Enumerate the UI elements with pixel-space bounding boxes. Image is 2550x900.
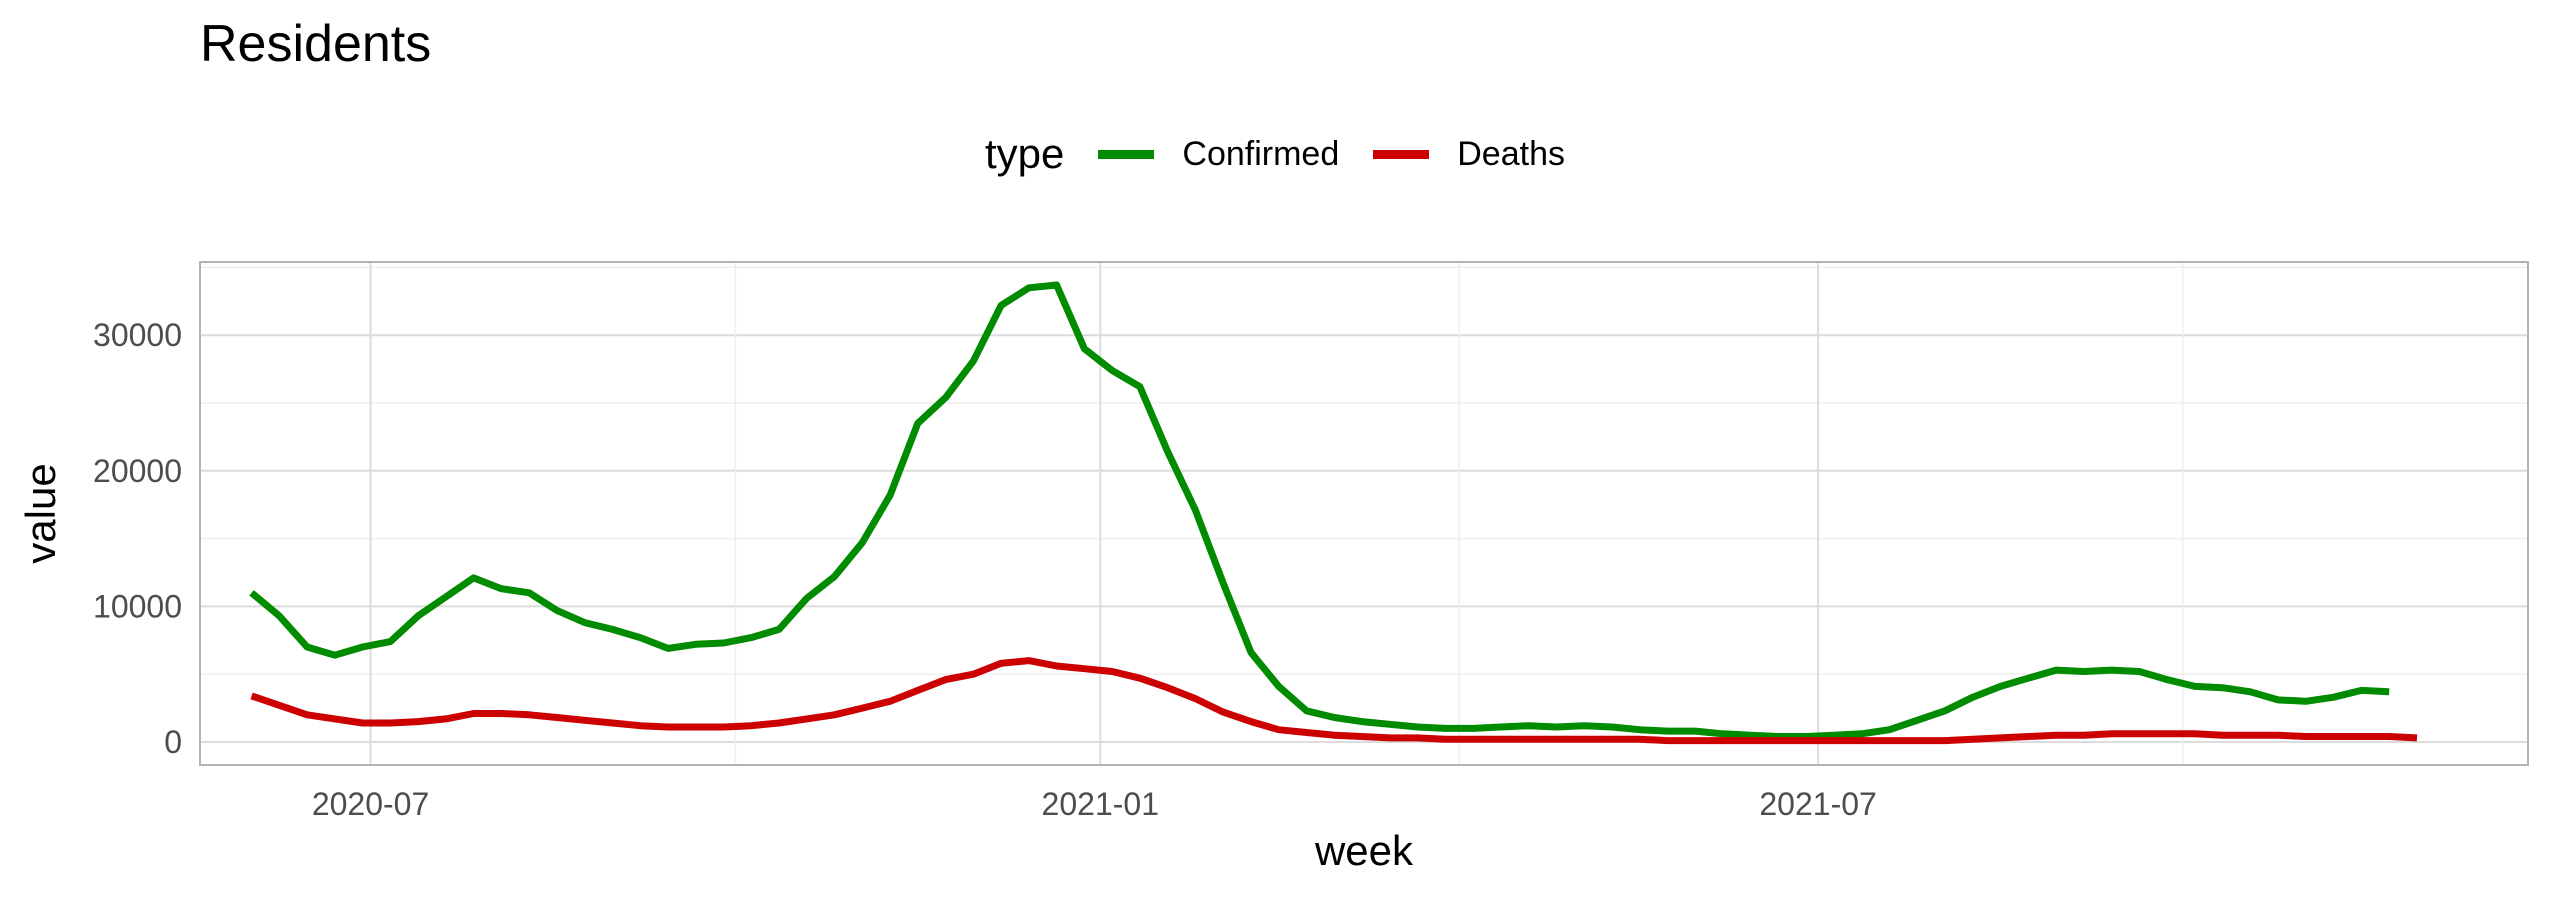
y-tick-label: 30000: [93, 317, 182, 353]
x-tick-label: 2021-07: [1759, 786, 1876, 822]
axis-labels: 0 10000 20000 30000 2020-07 2021-01 2021-07: [93, 317, 1877, 822]
legend-item-confirmed: Confirmed: [1098, 135, 1339, 174]
legend-title: type: [985, 130, 1065, 177]
y-tick-label: 10000: [93, 588, 182, 624]
legend: type Confirmed Deaths: [0, 130, 2550, 178]
legend-key-confirmed: [1098, 149, 1155, 159]
panel-border: [199, 261, 2529, 766]
grid: [200, 262, 2528, 765]
series-line-deaths: [250, 657, 2418, 745]
series-layer: [249, 281, 2418, 745]
series-line-confirmed: [249, 281, 2390, 740]
y-tick-label: 0: [164, 724, 182, 760]
chart-title: Residents: [200, 15, 432, 73]
y-axis-title: value: [17, 463, 64, 563]
x-tick-label: 2020-07: [312, 786, 429, 822]
x-tick-label: 2021-01: [1042, 786, 1159, 822]
y-tick-label: 20000: [93, 453, 182, 489]
x-axis-title: week: [1314, 827, 1414, 874]
legend-item-deaths: Deaths: [1373, 135, 1565, 174]
legend-label-confirmed: Confirmed: [1182, 134, 1340, 173]
legend-key-deaths: [1373, 149, 1430, 159]
legend-label-deaths: Deaths: [1457, 134, 1565, 173]
